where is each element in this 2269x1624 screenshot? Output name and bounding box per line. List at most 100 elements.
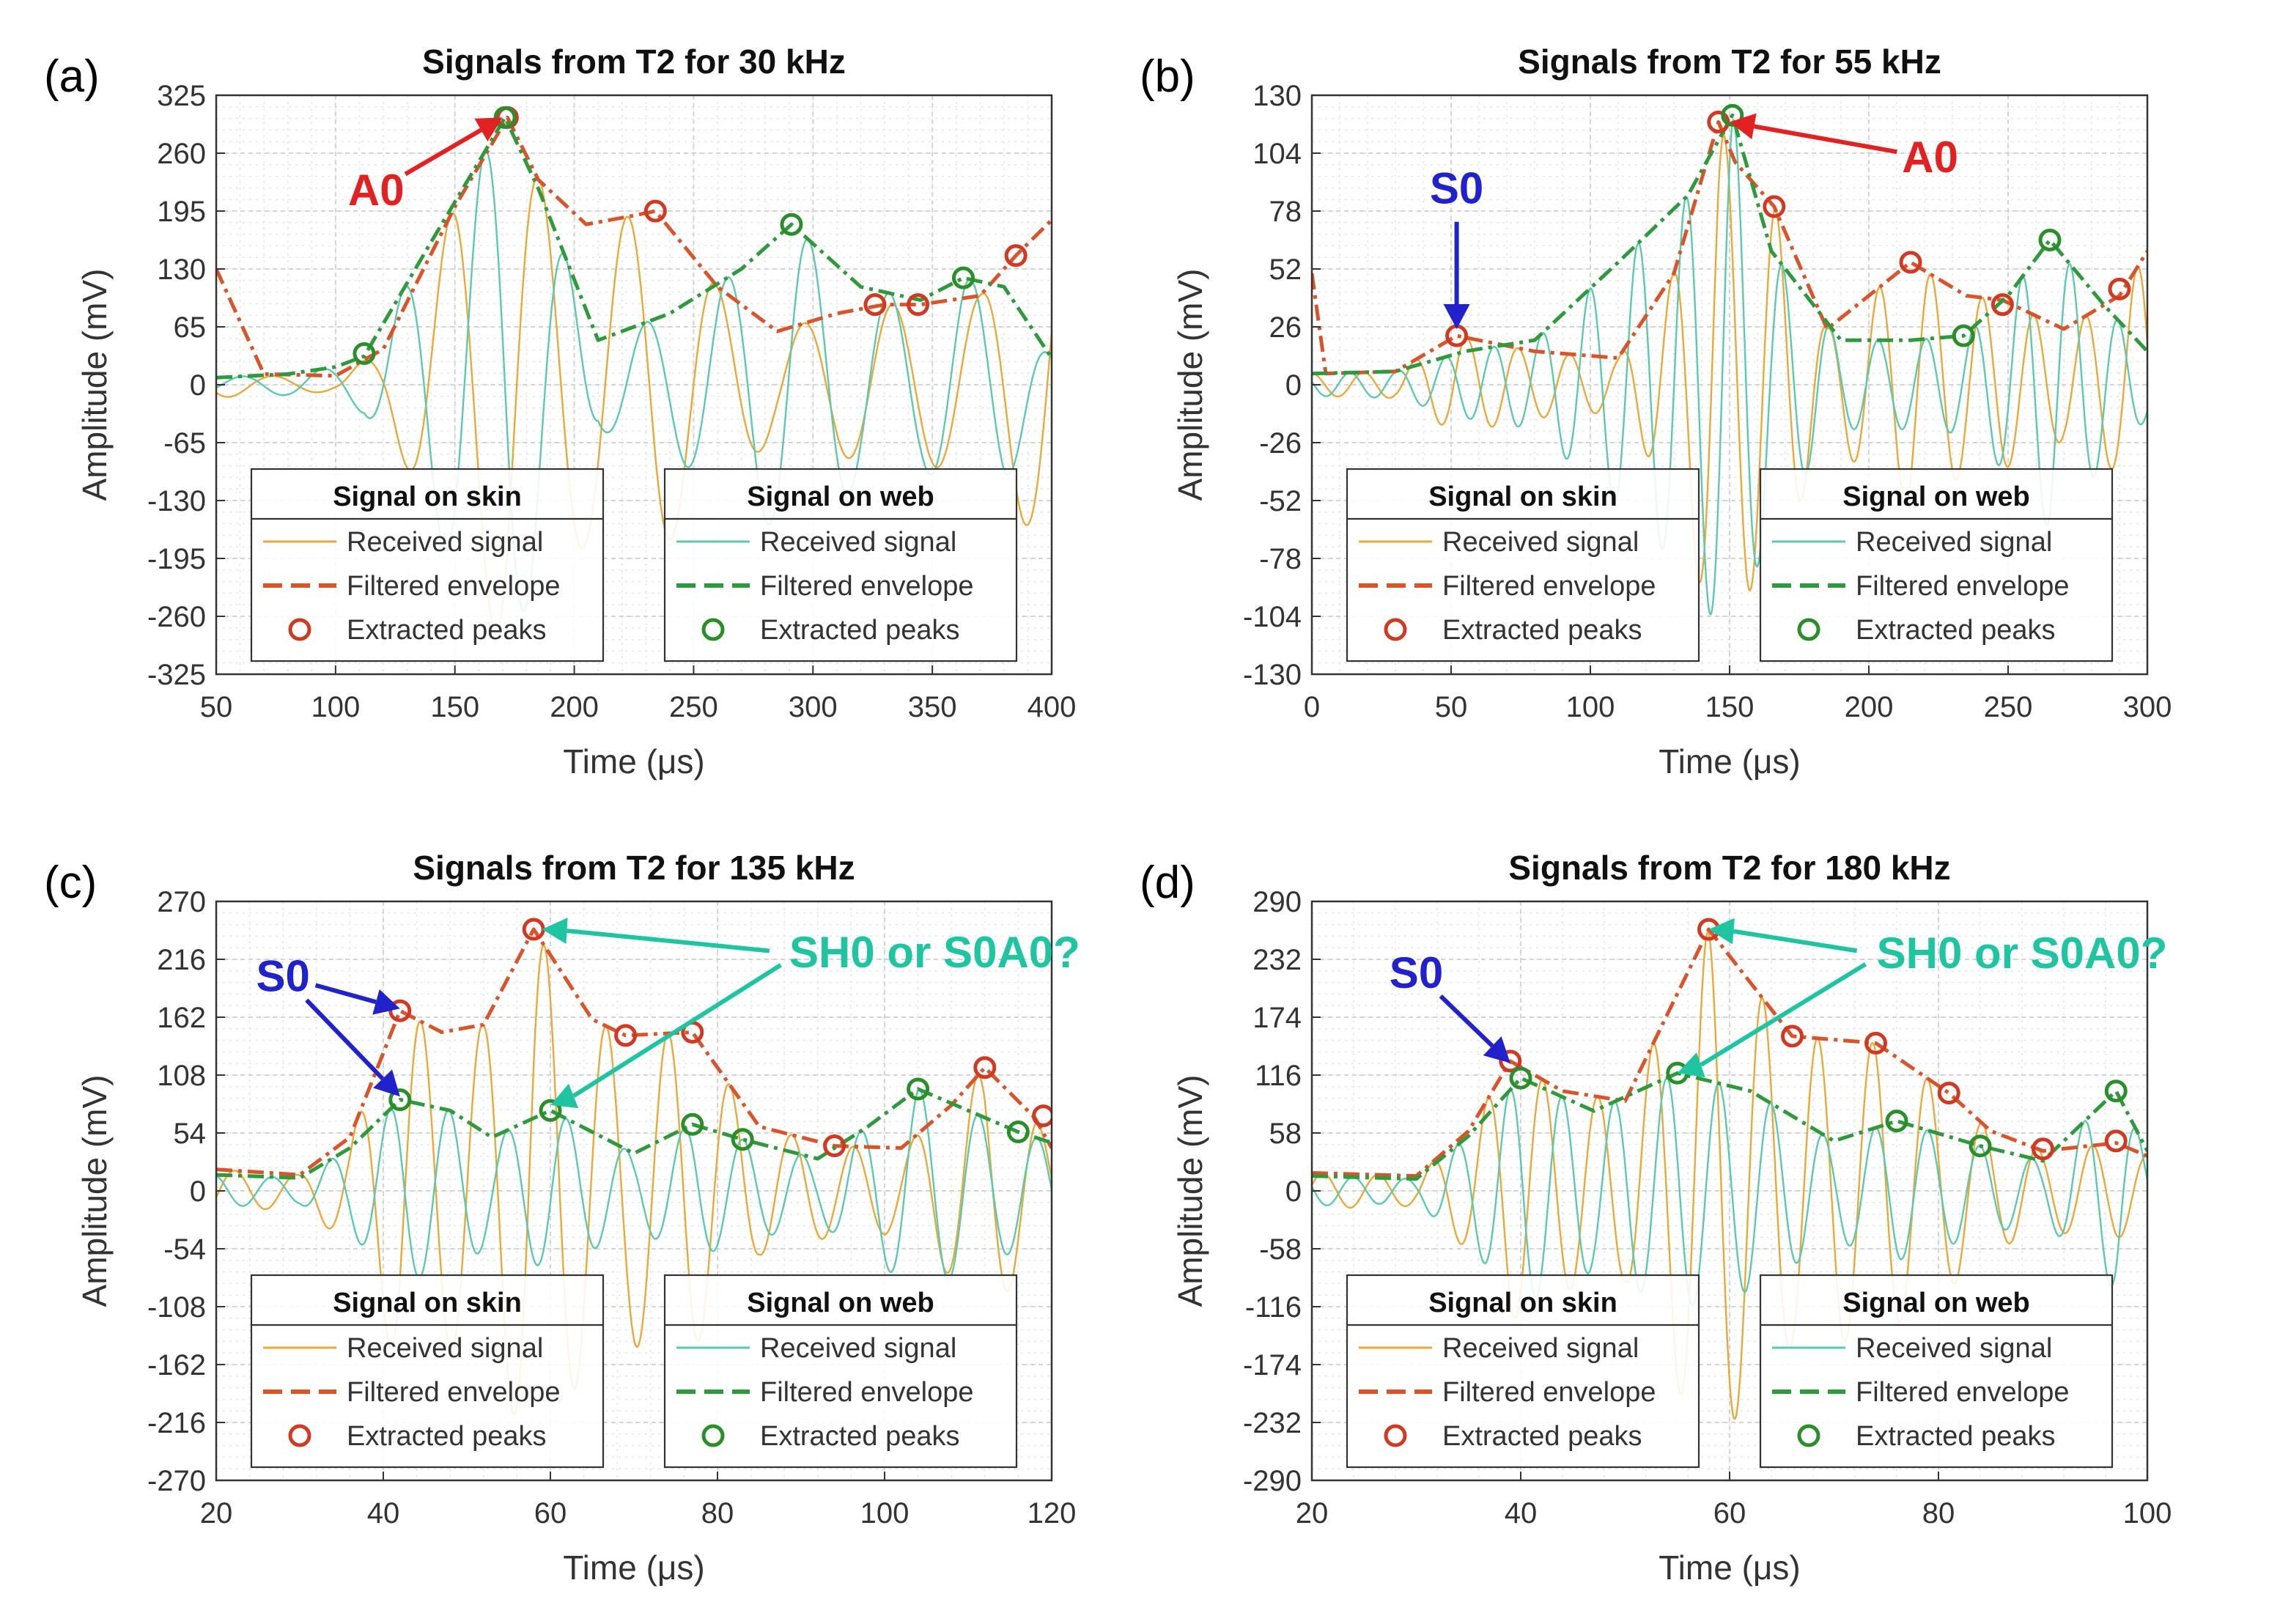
annotation-label: A0: [1902, 133, 1958, 182]
skin-extracted-peak: [1499, 1049, 1522, 1073]
skin-extracted-peak: [1899, 251, 1922, 274]
y-tick-label: 52: [1269, 254, 1302, 286]
skin-extracted-peak: [973, 1056, 997, 1079]
y-tick-label: 0: [190, 1175, 206, 1208]
y-axis-label: Amplitude (mV): [75, 269, 114, 501]
web-extracted-peak: [1885, 1110, 1908, 1133]
chart-title: Signals from T2 for 135 kHz: [413, 849, 855, 887]
skin-extracted-peak: [643, 199, 667, 223]
legend-web: Signal on web Received signal Filtered env…: [663, 468, 1018, 662]
x-tick-label: 250: [1984, 691, 2033, 723]
y-tick-label: 270: [157, 886, 206, 918]
annotation-arrow-shaft: [1700, 962, 1867, 1067]
legend-title: Signal on web: [1842, 1288, 2029, 1318]
legend-entry: Filtered envelope: [760, 571, 974, 602]
skin-received-signal: [1312, 134, 2147, 592]
y-tick-label: -260: [147, 601, 206, 633]
y-tick-label: 0: [190, 369, 206, 402]
x-tick-label: 120: [1027, 1497, 1077, 1529]
legend-entry: Filtered envelope: [1442, 1377, 1656, 1408]
y-tick-label: -216: [147, 1407, 206, 1439]
annotation-label: S0: [1390, 948, 1443, 997]
y-tick-label: 104: [1252, 138, 1302, 170]
y-tick-label: 0: [1285, 369, 1302, 402]
y-tick-label: -26: [1259, 427, 1302, 459]
x-axis-label: Time (μs): [1659, 1549, 1800, 1587]
x-axis-label: Time (μs): [563, 742, 704, 780]
annotation-arrow-head: [1443, 304, 1470, 330]
annotation-arrow-head: [474, 117, 503, 141]
y-tick-label: 54: [174, 1118, 207, 1150]
chart-panel-1: (a) Signals from T2 for 30 kHz 50 100 150 200…: [44, 43, 1076, 780]
x-tick-label: 20: [200, 1497, 233, 1529]
x-tick-label: 150: [430, 691, 479, 723]
skin-received-signal: [216, 177, 1052, 632]
legend-entry: Received signal: [760, 527, 956, 558]
web-extracted-peak: [780, 213, 803, 236]
web-extracted-peak: [539, 1099, 562, 1122]
y-tick-label: 232: [1252, 944, 1302, 976]
skin-extracted-peak: [907, 293, 930, 317]
annotation-label: S0: [257, 951, 310, 1000]
y-tick-label: 130: [1252, 80, 1302, 112]
skin-extracted-peak: [1032, 1104, 1052, 1128]
legend-swatch-marker: [288, 618, 311, 641]
annotation-label: S0: [1430, 164, 1483, 213]
x-tick-label: 350: [908, 691, 957, 723]
x-tick-label: 250: [669, 691, 718, 723]
web-extracted-peak: [493, 106, 517, 129]
annotation-arrow-shaft: [404, 128, 482, 177]
annotation-arrow-shaft: [314, 983, 377, 1005]
plot-content: [216, 106, 1052, 632]
y-tick-label: 325: [157, 80, 206, 112]
y-tick-label: -325: [147, 659, 206, 691]
annotation-label: SH0 or S0A0?: [789, 928, 1080, 977]
panel-label: (b): [1140, 51, 1195, 102]
web-received-signal: [1312, 1077, 2147, 1306]
y-tick-label: -78: [1259, 543, 1302, 575]
annotation-arrow-head: [373, 1069, 400, 1097]
y-tick-label: 0: [1285, 1175, 1302, 1208]
web-received-signal: [216, 150, 1052, 612]
panel-label: (a): [44, 51, 100, 102]
x-axis-label: Time (μs): [1659, 742, 1800, 780]
skin-extracted-peak: [1991, 293, 2014, 317]
y-tick-label: -174: [1243, 1349, 1302, 1381]
y-tick-label: -52: [1259, 485, 1302, 517]
legend-web: Signal on web Received signal Filtered env…: [1759, 468, 2114, 662]
y-tick-label: 58: [1269, 1118, 1302, 1150]
legend-web: Signal on web Received signal Filtered env…: [1759, 1274, 2114, 1469]
legend-entry: Extracted peaks: [1442, 615, 1642, 646]
annotation-arrow-shaft: [305, 998, 385, 1080]
annotation: A0: [348, 117, 503, 215]
skin-filtered-envelope: [1312, 120, 2147, 376]
y-tick-label: 78: [1269, 196, 1302, 228]
legend-entry: Received signal: [347, 1333, 543, 1364]
chart-title: Signals from T2 for 30 kHz: [422, 43, 846, 81]
y-tick-label: -58: [1259, 1233, 1302, 1266]
skin-extracted-peak: [1937, 1082, 1960, 1105]
legend-entry: Extracted peaks: [347, 1421, 546, 1452]
y-tick-label: 290: [1252, 886, 1302, 918]
x-tick-label: 40: [367, 1497, 400, 1529]
skin-extracted-peak: [388, 999, 412, 1022]
legend-entry: Filtered envelope: [1856, 1377, 2070, 1408]
annotation: SH0 or S0A0?: [1677, 918, 2167, 1078]
web-filtered-envelope: [1312, 113, 2147, 376]
legend-swatch-marker: [701, 1424, 725, 1447]
y-tick-label: 260: [157, 138, 206, 170]
legend-entry: Extracted peaks: [1442, 1421, 1642, 1452]
legend-swatch-marker: [701, 618, 725, 641]
legend-entry: Extracted peaks: [760, 615, 959, 646]
annotation-arrow-head: [1730, 113, 1757, 140]
x-tick-label: 40: [1505, 1497, 1538, 1529]
chart-panel-2: (b) Signals from T2 for 55 kHz 0 50 100 150 20…: [1140, 43, 2172, 780]
legend-skin: Signal on skin Received signal Filtered en…: [250, 1274, 605, 1469]
annotation: S0: [1390, 948, 1510, 1063]
x-tick-label: 300: [2123, 691, 2172, 723]
annotation-arrow-head: [550, 1083, 579, 1109]
web-received-signal: [1312, 118, 2147, 616]
legend-skin: Signal on skin Received signal Filtered en…: [1346, 468, 1700, 662]
web-extracted-peak: [353, 342, 376, 365]
